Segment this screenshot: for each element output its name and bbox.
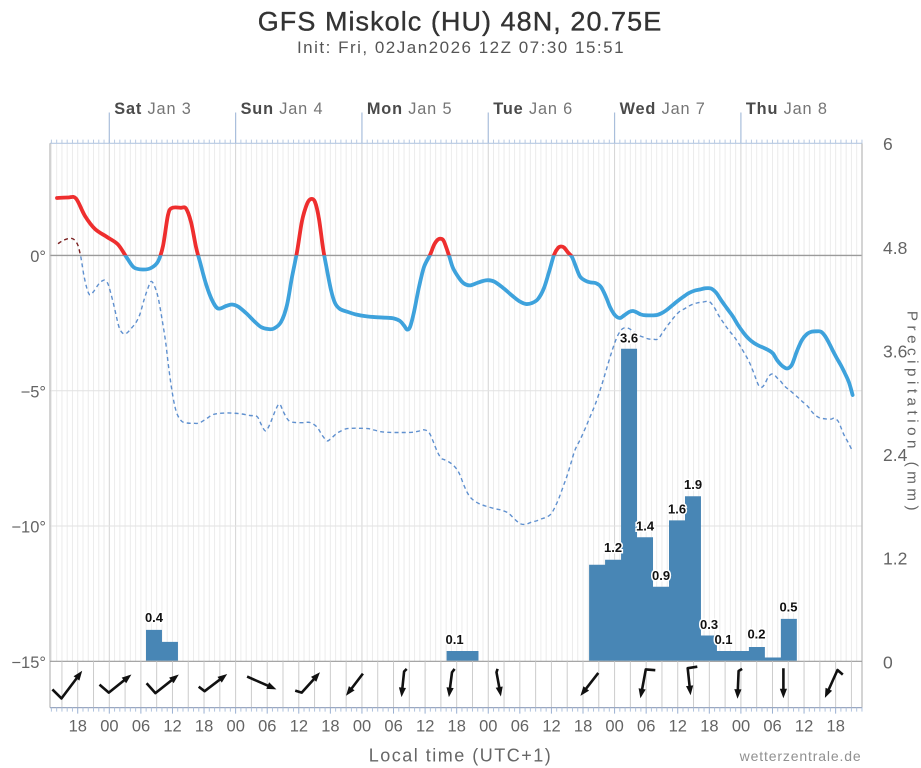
svg-text:1.2: 1.2	[883, 549, 907, 569]
svg-text:Wed Jan 7: Wed Jan 7	[620, 100, 706, 118]
svg-text:00: 00	[227, 718, 245, 736]
svg-text:0°: 0°	[30, 248, 46, 266]
svg-text:0.9: 0.9	[652, 568, 670, 583]
svg-text:12: 12	[163, 718, 181, 736]
svg-text:−5°: −5°	[21, 383, 46, 401]
svg-text:06: 06	[384, 718, 402, 736]
svg-text:Init: Fri, 02Jan2026 12Z 07:30: Init: Fri, 02Jan2026 12Z 07:30 15:51	[297, 38, 625, 57]
svg-text:18: 18	[195, 718, 213, 736]
svg-text:2.4: 2.4	[883, 445, 908, 465]
svg-text:06: 06	[763, 718, 781, 736]
svg-text:1.6: 1.6	[668, 502, 686, 517]
svg-text:00: 00	[732, 718, 750, 736]
svg-text:0.4: 0.4	[145, 610, 164, 625]
svg-text:−10°: −10°	[11, 519, 46, 537]
svg-text:06: 06	[132, 718, 150, 736]
svg-text:0.3: 0.3	[700, 617, 718, 632]
svg-text:06: 06	[511, 718, 529, 736]
svg-text:00: 00	[353, 718, 371, 736]
svg-text:0.5: 0.5	[779, 600, 797, 615]
svg-text:0: 0	[883, 652, 893, 672]
svg-text:18: 18	[574, 718, 592, 736]
svg-text:0.1: 0.1	[446, 632, 464, 647]
svg-text:1.4: 1.4	[636, 519, 655, 534]
svg-text:Precipitation (mm): Precipitation (mm)	[904, 311, 921, 515]
svg-text:4.8: 4.8	[883, 238, 907, 258]
svg-text:18: 18	[69, 718, 87, 736]
svg-text:18: 18	[827, 718, 845, 736]
svg-text:Mon Jan 5: Mon Jan 5	[367, 100, 452, 118]
svg-text:12: 12	[542, 718, 560, 736]
svg-text:12: 12	[795, 718, 813, 736]
svg-text:00: 00	[100, 718, 118, 736]
svg-text:18: 18	[700, 718, 718, 736]
svg-text:wetterzentrale.de: wetterzentrale.de	[739, 748, 862, 764]
svg-text:12: 12	[290, 718, 308, 736]
svg-text:GFS Miskolc (HU) 48N, 20.75E: GFS Miskolc (HU) 48N, 20.75E	[258, 7, 663, 37]
svg-text:Local time (UTC+1): Local time (UTC+1)	[369, 746, 553, 766]
svg-text:1.2: 1.2	[604, 540, 622, 555]
svg-text:−15°: −15°	[11, 654, 46, 672]
svg-text:3.6: 3.6	[620, 331, 638, 346]
svg-text:06: 06	[258, 718, 276, 736]
svg-text:Thu Jan 8: Thu Jan 8	[746, 100, 828, 118]
svg-text:3.6: 3.6	[883, 341, 907, 361]
svg-text:12: 12	[416, 718, 434, 736]
svg-text:00: 00	[605, 718, 623, 736]
svg-text:12: 12	[669, 718, 687, 736]
svg-text:06: 06	[637, 718, 655, 736]
svg-text:18: 18	[321, 718, 339, 736]
svg-text:Sun Jan 4: Sun Jan 4	[241, 100, 324, 118]
svg-text:Tue Jan 6: Tue Jan 6	[493, 100, 573, 118]
svg-text:0.1: 0.1	[714, 632, 732, 647]
svg-text:1.9: 1.9	[684, 477, 702, 492]
svg-text:Sat Jan 3: Sat Jan 3	[114, 100, 191, 118]
svg-text:18: 18	[448, 718, 466, 736]
svg-text:00: 00	[479, 718, 497, 736]
svg-text:6: 6	[883, 134, 893, 154]
svg-text:0.2: 0.2	[747, 627, 765, 642]
